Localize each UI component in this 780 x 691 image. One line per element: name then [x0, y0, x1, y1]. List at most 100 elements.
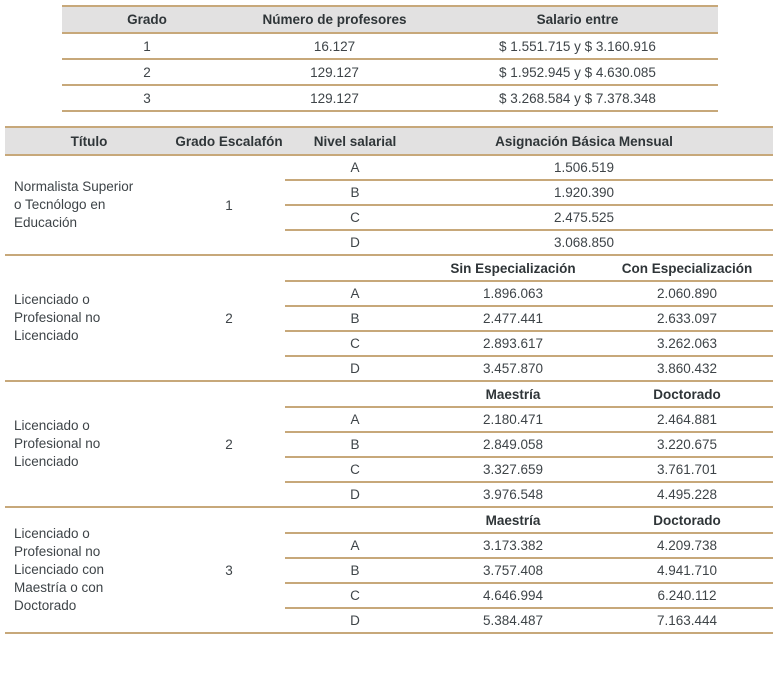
cell-asignacion: 1.506.519: [425, 154, 773, 180]
cell-valor-2: 4.209.738: [601, 532, 773, 558]
escalafon-data-row: A 1.896.063 2.060.890: [5, 280, 773, 306]
subheader-col-2: Con Especialización: [601, 254, 773, 281]
escalafon-data-row: B 2.477.441 2.633.097: [5, 305, 773, 331]
cell-valor-2: 2.464.881: [601, 406, 773, 432]
cell-titulo: Normalista Superior o Tecnólogo en Educa…: [5, 154, 173, 255]
grados-row: 2 129.127 $ 1.952.945 y $ 4.630.085: [62, 58, 718, 85]
cell-grado-escalafon: 3: [173, 506, 285, 633]
cell-valor-2: 4.495.228: [601, 481, 773, 507]
cell-numero-profesores: 129.127: [232, 84, 437, 111]
cell-grado: 3: [62, 84, 232, 111]
escalafon-subheader-row: Licenciado o Profesional no Licenciado c…: [5, 506, 773, 633]
cell-valor-2: 3.220.675: [601, 431, 773, 457]
column-header-nivel-salarial: Nivel salarial: [285, 126, 425, 156]
cell-nivel-empty: [285, 254, 425, 281]
cell-valor-1: 4.646.994: [425, 582, 601, 608]
document-page: { "colors": { "line": "#c7a87a", "header…: [0, 5, 780, 691]
escalafon-data-row: D 3.976.548 4.495.228: [5, 481, 773, 507]
escalafon-data-row: A 2.180.471 2.464.881: [5, 406, 773, 432]
cell-nivel: B: [285, 557, 425, 583]
cell-asignacion: 3.068.850: [425, 229, 773, 255]
cell-valor-2: 2.633.097: [601, 305, 773, 331]
grados-row: 1 16.127 $ 1.551.715 y $ 3.160.916: [62, 33, 718, 59]
grados-header-row: Grado Número de profesores Salario entre: [62, 5, 718, 34]
grados-table: Grado Número de profesores Salario entre…: [62, 5, 718, 112]
column-header-numero-profesores: Número de profesores: [232, 5, 437, 34]
cell-nivel: B: [285, 431, 425, 457]
escalafon-data-row: B 1.920.390: [5, 179, 773, 205]
cell-nivel-empty: [285, 506, 425, 533]
grados-table-body: 1 16.127 $ 1.551.715 y $ 3.160.916 2 129.127…: [62, 33, 718, 111]
cell-valor-1: 1.896.063: [425, 280, 601, 306]
cell-grado: 2: [62, 58, 232, 85]
cell-grado: 1: [143, 38, 151, 54]
cell-valor-2: 3.262.063: [601, 330, 773, 356]
cell-nivel: C: [285, 204, 425, 230]
escalafon-data-row: C 2.893.617 3.262.063: [5, 330, 773, 356]
escalafon-subheader-row: Licenciado o Profesional no Licenciado 2 S…: [5, 254, 773, 381]
cell-titulo: Licenciado o Profesional no Licenciado c…: [5, 506, 173, 633]
cell-nivel: C: [285, 330, 425, 356]
cell-asignacion: 2.475.525: [425, 204, 773, 230]
cell-valor-1: 2.477.441: [425, 305, 601, 331]
escalafon-table-body: Normalista Superior o Tecnólogo en Educa…: [5, 154, 773, 633]
escalafon-header-row: Título Grado Escalafón Nivel salarial As…: [5, 126, 773, 156]
cell-valor-1: 3.976.548: [425, 481, 601, 507]
cell-nivel: C: [285, 582, 425, 608]
cell-titulo-text: Licenciado o Profesional no Licenciado: [14, 292, 101, 343]
cell-valor-2: 4.941.710: [601, 557, 773, 583]
escalafon-data-row: A 3.173.382 4.209.738: [5, 532, 773, 558]
cell-titulo-text: Licenciado o Profesional no Licenciado: [14, 418, 101, 469]
cell-valor-1: 2.849.058: [425, 431, 601, 457]
escalafon-data-row: C 4.646.994 6.240.112: [5, 582, 773, 608]
cell-valor-1: 2.180.471: [425, 406, 601, 432]
escalafon-subheader-row: Licenciado o Profesional no Licenciado 2 M…: [5, 380, 773, 507]
cell-nivel: B: [285, 305, 425, 331]
cell-valor-2: 6.240.112: [601, 582, 773, 608]
cell-valor-1: 5.384.487: [425, 607, 601, 633]
cell-valor-1: 3.327.659: [425, 456, 601, 482]
cell-nivel: D: [285, 481, 425, 507]
cell-valor-2: 2.060.890: [601, 280, 773, 306]
cell-nivel: A: [285, 154, 425, 180]
cell-valor-1: 2.893.617: [425, 330, 601, 356]
cell-nivel: A: [285, 532, 425, 558]
cell-salario-entre: $ 3.268.584 y $ 7.378.348: [437, 84, 718, 111]
cell-valor-1: 3.457.870: [425, 355, 601, 381]
subheader-col-1: Maestría: [425, 380, 601, 407]
cell-nivel: A: [285, 280, 425, 306]
cell-titulo: Licenciado o Profesional no Licenciado: [5, 254, 173, 381]
cell-nivel-empty: [285, 380, 425, 407]
cell-nivel: A: [285, 406, 425, 432]
escalafon-data-row: D 3.068.850: [5, 229, 773, 255]
escalafon-data-row: D 3.457.870 3.860.432: [5, 355, 773, 381]
cell-nivel: D: [285, 607, 425, 633]
cell-titulo-text: Normalista Superior o Tecnólogo en Educa…: [14, 179, 134, 230]
escalafon-data-row: Normalista Superior o Tecnólogo en Educa…: [5, 154, 773, 255]
cell-nivel: D: [285, 229, 425, 255]
cell-nivel: B: [285, 179, 425, 205]
column-header-asignacion-basica: Asignación Básica Mensual: [425, 126, 773, 156]
escalafon-data-row: C 3.327.659 3.761.701: [5, 456, 773, 482]
subheader-col-1: Maestría: [425, 506, 601, 533]
cell-valor-2: 3.860.432: [601, 355, 773, 381]
cell-salario-entre: $ 1.551.715 y $ 3.160.916: [499, 38, 656, 54]
column-header-grado-escalafon: Grado Escalafón: [173, 126, 285, 156]
cell-valor-1: 3.757.408: [425, 557, 601, 583]
cell-valor-2: 3.761.701: [601, 456, 773, 482]
cell-numero-profesores: 16.127: [313, 38, 356, 54]
column-header-titulo: Título: [5, 126, 173, 156]
escalafon-data-row: D 5.384.487 7.163.444: [5, 607, 773, 633]
grados-row: 3 129.127 $ 3.268.584 y $ 7.378.348: [62, 84, 718, 111]
column-header-grado: Grado: [62, 5, 232, 34]
subheader-col-2: Doctorado: [601, 506, 773, 533]
subheader-col-2: Doctorado: [601, 380, 773, 407]
cell-titulo-text: Licenciado o Profesional no Licenciado c…: [14, 526, 105, 613]
escalafon-data-row: C 2.475.525: [5, 204, 773, 230]
escalafon-table: Título Grado Escalafón Nivel salarial As…: [5, 126, 773, 634]
cell-nivel: D: [285, 355, 425, 381]
cell-salario-entre: $ 1.952.945 y $ 4.630.085: [437, 58, 718, 85]
cell-valor-1: 3.173.382: [425, 532, 601, 558]
escalafon-data-row: B 2.849.058 3.220.675: [5, 431, 773, 457]
cell-nivel: C: [285, 456, 425, 482]
